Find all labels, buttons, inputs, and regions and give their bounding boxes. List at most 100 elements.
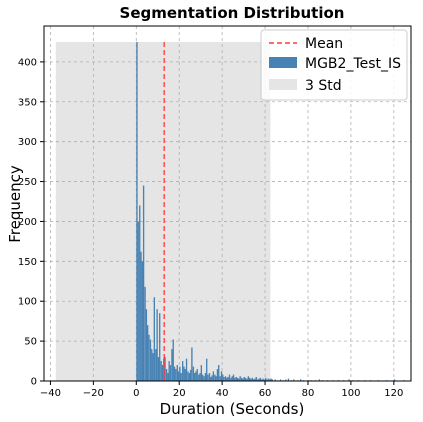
histogram-bar [196, 369, 198, 381]
histogram-bar [179, 366, 181, 381]
histogram-bar [287, 378, 290, 381]
histogram-bar [232, 374, 235, 381]
histogram-bar [254, 378, 256, 381]
histogram-bar [160, 361, 162, 381]
histogram-bar [155, 349, 157, 381]
y-tick-label: 200 [18, 217, 37, 228]
histogram-bar [243, 377, 245, 381]
histogram-bar [188, 373, 190, 381]
histogram-bar [222, 374, 224, 381]
histogram-bar [239, 376, 241, 381]
histogram-bar [259, 377, 262, 381]
histogram-bar [136, 41, 138, 382]
x-tick-label: 60 [259, 388, 272, 399]
histogram-bar [285, 379, 287, 381]
x-tick-label: 40 [216, 388, 229, 399]
histogram-bar [230, 377, 232, 381]
y-tick-label: 300 [18, 137, 37, 148]
y-axis-label: Frequency [6, 165, 24, 243]
histogram-bar [177, 371, 180, 381]
histogram-bar [216, 369, 219, 381]
histogram-bar [226, 377, 228, 381]
histogram-bar [318, 379, 321, 381]
histogram-bar [176, 365, 178, 381]
histogram-bar [212, 371, 215, 381]
histogram-bar [151, 349, 153, 381]
x-tick-label: −40 [40, 388, 61, 399]
histogram-bar [148, 334, 150, 381]
histogram-bar [253, 379, 255, 381]
histogram-bar [228, 374, 231, 381]
histogram-bar [293, 379, 295, 381]
histogram-bar [257, 379, 259, 381]
histogram-bar [250, 378, 252, 381]
legend-std-swatch [269, 79, 297, 90]
histogram-bar [269, 379, 271, 381]
histogram-bar [165, 369, 168, 381]
histogram-bar [187, 371, 189, 381]
x-tick-label: 0 [133, 388, 139, 399]
histogram-bar [161, 365, 164, 381]
std-band [55, 41, 271, 382]
histogram-bar [139, 205, 141, 381]
histogram-bar [163, 358, 165, 381]
histogram-bar [220, 371, 223, 381]
histogram-bar [265, 377, 267, 381]
histogram-bar [248, 377, 251, 381]
histogram-bar [247, 376, 250, 381]
histogram-bar [263, 379, 266, 381]
legend: Mean MGB2_Test_IS 3 Std [260, 29, 408, 101]
y-tick-label: 250 [18, 177, 37, 188]
legend-hist-swatch [269, 57, 297, 68]
histogram-bar [244, 377, 247, 381]
histogram-bar [214, 374, 216, 381]
histogram-bar [175, 369, 177, 381]
histogram-bar [167, 373, 169, 381]
histogram-bar [223, 377, 225, 381]
histogram-bar [206, 358, 208, 381]
histogram-bar [180, 373, 182, 381]
std-band-layer [55, 41, 271, 382]
y-tick-label: 400 [18, 57, 37, 68]
histogram-bar [192, 366, 195, 381]
histogram-bar [271, 379, 274, 381]
y-tick-label: 0 [31, 377, 37, 388]
histogram-bar [164, 357, 166, 381]
legend-std-label: 3 Std [305, 78, 342, 94]
bars-layer [136, 41, 405, 382]
histogram-bar [171, 349, 173, 381]
histogram-bar [270, 378, 272, 381]
histogram-bar [393, 379, 396, 381]
histogram-bar [199, 373, 201, 381]
y-tick-label: 350 [18, 97, 37, 108]
histogram-bar [141, 261, 143, 381]
histogram-bar [200, 365, 203, 381]
histogram-bar [195, 371, 197, 381]
histogram-bar [142, 185, 145, 381]
y-ticks: 0 50 100 150 200 250 300 350 400 [18, 57, 44, 388]
histogram-bar [152, 353, 154, 381]
histogram-bar [144, 286, 146, 381]
histogram-bar [251, 377, 254, 381]
x-tick-label: 20 [173, 388, 186, 399]
histogram-bar [235, 377, 237, 381]
histogram-bar [242, 378, 244, 381]
histogram-bar [224, 376, 227, 381]
histogram-bar [137, 221, 139, 381]
histogram-bar [156, 309, 158, 381]
histogram-bar [198, 374, 200, 381]
x-tick-label: 80 [302, 388, 315, 399]
histogram-bar [262, 378, 264, 381]
legend-mean-label: Mean [305, 36, 343, 52]
histogram-bar [204, 373, 207, 381]
histogram-bar [215, 376, 217, 381]
histogram-bar [182, 361, 184, 381]
histogram-bar [231, 376, 233, 381]
x-ticks: −40 −20 0 20 40 60 80 100 120 [40, 381, 403, 399]
x-tick-label: 120 [384, 388, 403, 399]
histogram-bar [203, 376, 205, 381]
histogram-bar [145, 309, 148, 381]
legend-box [260, 29, 408, 101]
histogram-bar [279, 379, 282, 381]
